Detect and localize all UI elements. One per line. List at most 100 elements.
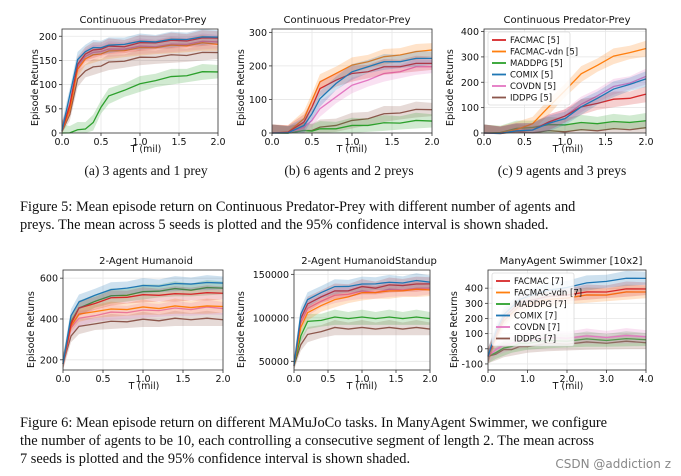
y-tick-label: 200 [465, 314, 483, 325]
y-tick-label: 400 [465, 284, 483, 295]
x-tick-label: 0.5 [517, 137, 532, 148]
legend-box [487, 31, 571, 106]
plot-3: 0.0 0.5 1.0 1.5 2.0 200 400 600 [40, 269, 231, 385]
figure-5-caption-line-2: preys. The mean across 5 seeds is plotte… [20, 217, 549, 233]
series-line-iddpg [293, 326, 431, 366]
x-axis-label-6a: T (mil) [128, 381, 160, 392]
x-tick-label: 0.5 [304, 137, 319, 148]
series-line-facmac [293, 283, 431, 366]
series-line-comix [483, 78, 647, 134]
x-tick-label: 2.0 [638, 137, 653, 148]
plot-5: 0.0 1.0 2.0 3.0 4.0 -100 0 100 200 300 400 FACMAC [… [461, 269, 654, 385]
series-line-comix [61, 36, 219, 131]
y-tick-label: 200 [249, 61, 267, 72]
figure-5-caption-line-1: Figure 5: Mean episode return on Continu… [20, 199, 576, 215]
x-axis-label-6c: T (mil) [552, 381, 584, 392]
ci-band-facmac-vdn [294, 281, 430, 370]
legend-label-covdn: COVDN [7] [514, 323, 560, 333]
y-tick-label: 200 [39, 32, 57, 43]
ci-band-facmac [62, 30, 218, 133]
legend-label-maddpg: MADDPG [7] [514, 300, 567, 310]
x-tick-label: 2.0 [422, 374, 437, 385]
x-tick-label: 1.0 [520, 374, 535, 385]
x-tick-label: 1.0 [557, 137, 572, 148]
ci-band-iddpg [294, 320, 430, 370]
x-tick-label: 0.5 [95, 374, 110, 385]
x-tick-label: 1.0 [132, 137, 147, 148]
series-line-covdn [61, 40, 219, 131]
y-tick-label: 100000 [253, 313, 289, 324]
y-tick-label: 100 [249, 95, 267, 106]
series-line-comix [271, 57, 433, 134]
y-tick-label: 400 [40, 314, 58, 325]
chart-title-6c: ManyAgent Swimmer [10x2] [499, 256, 643, 267]
y-tick-label: 50000 [259, 357, 289, 368]
ci-band-comix [63, 275, 223, 370]
series-line-facmac-vdn [271, 49, 433, 134]
legend-label-iddpg: IDDPG [5] [510, 94, 552, 104]
legend-label-iddpg: IDDPG [7] [514, 335, 556, 345]
ci-band-maddpg [63, 280, 223, 370]
y-axis-label-5c: Episode Returns [445, 49, 456, 126]
y-tick-label: 600 [40, 274, 58, 285]
y-axis-label-5b: Episode Returns [236, 49, 247, 126]
y-tick-label: 400 [461, 27, 479, 38]
x-tick-label: 2.0 [424, 137, 439, 148]
figure-6-caption-line-3: 7 seeds is plotted and the 95% confidenc… [20, 451, 411, 467]
x-tick-label: 0.0 [480, 374, 495, 385]
x-tick-label: 0.5 [320, 374, 335, 385]
y-tick-label: 0 [477, 344, 483, 355]
chart-title-6b: 2-Agent HumanoidStandup [301, 256, 437, 267]
series-line-facmac-vdn [293, 288, 431, 366]
y-axis-label-6a: Episode Returns [26, 291, 37, 368]
ci-band-covdn [63, 299, 223, 370]
y-tick-label: 100 [465, 329, 483, 340]
y-axis-label-6b: Episode Returns [236, 291, 247, 368]
series-line-covdn [293, 287, 431, 366]
x-tick-label: 2.0 [215, 374, 230, 385]
y-tick-label: 300 [249, 28, 267, 39]
legend-label-facmac: FACMAC [7] [514, 277, 563, 287]
ci-band-covdn [484, 68, 646, 133]
y-tick-label: 0 [51, 129, 57, 140]
y-tick-label: 100 [461, 103, 479, 114]
x-tick-label: 0.0 [476, 137, 491, 148]
ci-band-comix [294, 273, 430, 370]
x-axis-label-6b: T (mil) [346, 381, 378, 392]
subcaption-a: (a) 3 agents and 1 prey [84, 163, 208, 178]
legend-label-covdn: COVDN [5] [510, 82, 556, 92]
x-tick-label: 0.0 [286, 374, 301, 385]
ci-band-iddpg [272, 101, 432, 133]
series-line-facmac [61, 37, 219, 131]
x-axis-label-5a: T (mil) [130, 144, 162, 155]
y-tick-label: 0 [261, 129, 267, 140]
x-tick-label: 3.0 [599, 374, 614, 385]
subcaption-b: (b) 6 agents and 2 preys [284, 163, 414, 178]
legend-label-facmac: FACMAC [5] [510, 36, 559, 46]
ci-band-facmac [63, 285, 223, 370]
series-line-maddpg [271, 119, 433, 134]
plot-1: 0.0 0.5 1.0 1.5 2.0 0 100 200 300 [249, 28, 440, 148]
x-tick-label: 4.0 [638, 374, 653, 385]
legend-label-facmac-vdn: FACMAC-vdn [7] [514, 289, 582, 299]
x-tick-label: 1.5 [384, 137, 399, 148]
series-line-covdn [62, 306, 224, 365]
x-tick-label: 1.5 [175, 374, 190, 385]
chart-title-5c: Continuous Predator-Prey [503, 15, 631, 26]
chart-title-5b: Continuous Predator-Prey [283, 15, 411, 26]
legend-label-maddpg: MADDPG [5] [510, 59, 563, 69]
legend-label-comix: COMIX [5] [510, 71, 553, 81]
plot-2: 0.0 0.5 1.0 1.5 2.0 0 100 200 300 400 FACMAC [5] FA… [461, 27, 654, 148]
y-tick-label: 150 [39, 56, 57, 67]
y-tick-label: 300 [461, 52, 479, 63]
figure-6-caption: Figure 6: Mean episode return on differe… [20, 414, 660, 468]
ci-band-facmac-vdn [63, 298, 223, 370]
chart-title-6a: 2-Agent Humanoid [99, 256, 193, 267]
y-tick-label: 200 [40, 355, 58, 366]
x-tick-label: 2.0 [559, 374, 574, 385]
subcaption-c: (c) 9 agents and 3 preys [497, 163, 627, 178]
plot-4: 0.0 0.5 1.0 1.5 2.0 50000 100000 150000 [253, 269, 438, 385]
ci-band-facmac-vdn [62, 34, 218, 133]
y-tick-label: 100 [39, 80, 57, 91]
chart-title-5a: Continuous Predator-Prey [79, 15, 207, 26]
